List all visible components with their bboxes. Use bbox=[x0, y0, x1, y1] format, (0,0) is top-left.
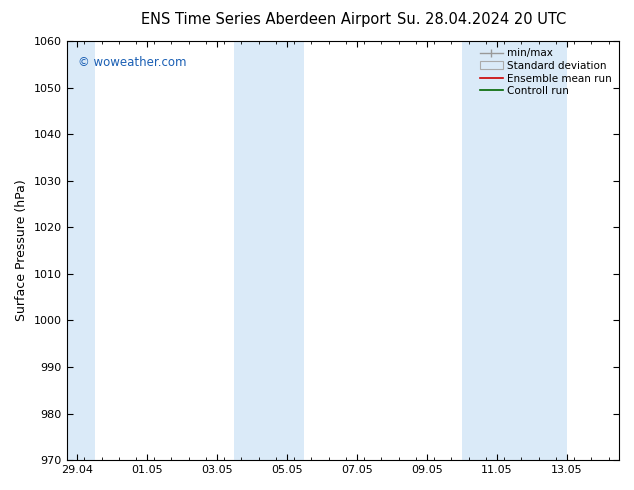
Text: ENS Time Series Aberdeen Airport: ENS Time Series Aberdeen Airport bbox=[141, 12, 391, 27]
Text: © woweather.com: © woweather.com bbox=[77, 56, 186, 69]
Legend: min/max, Standard deviation, Ensemble mean run, Controll run: min/max, Standard deviation, Ensemble me… bbox=[478, 46, 614, 98]
Bar bbox=[235, 41, 304, 460]
Text: Su. 28.04.2024 20 UTC: Su. 28.04.2024 20 UTC bbox=[398, 12, 566, 27]
Bar bbox=[462, 41, 567, 460]
Bar bbox=[67, 41, 94, 460]
Y-axis label: Surface Pressure (hPa): Surface Pressure (hPa) bbox=[15, 180, 28, 321]
